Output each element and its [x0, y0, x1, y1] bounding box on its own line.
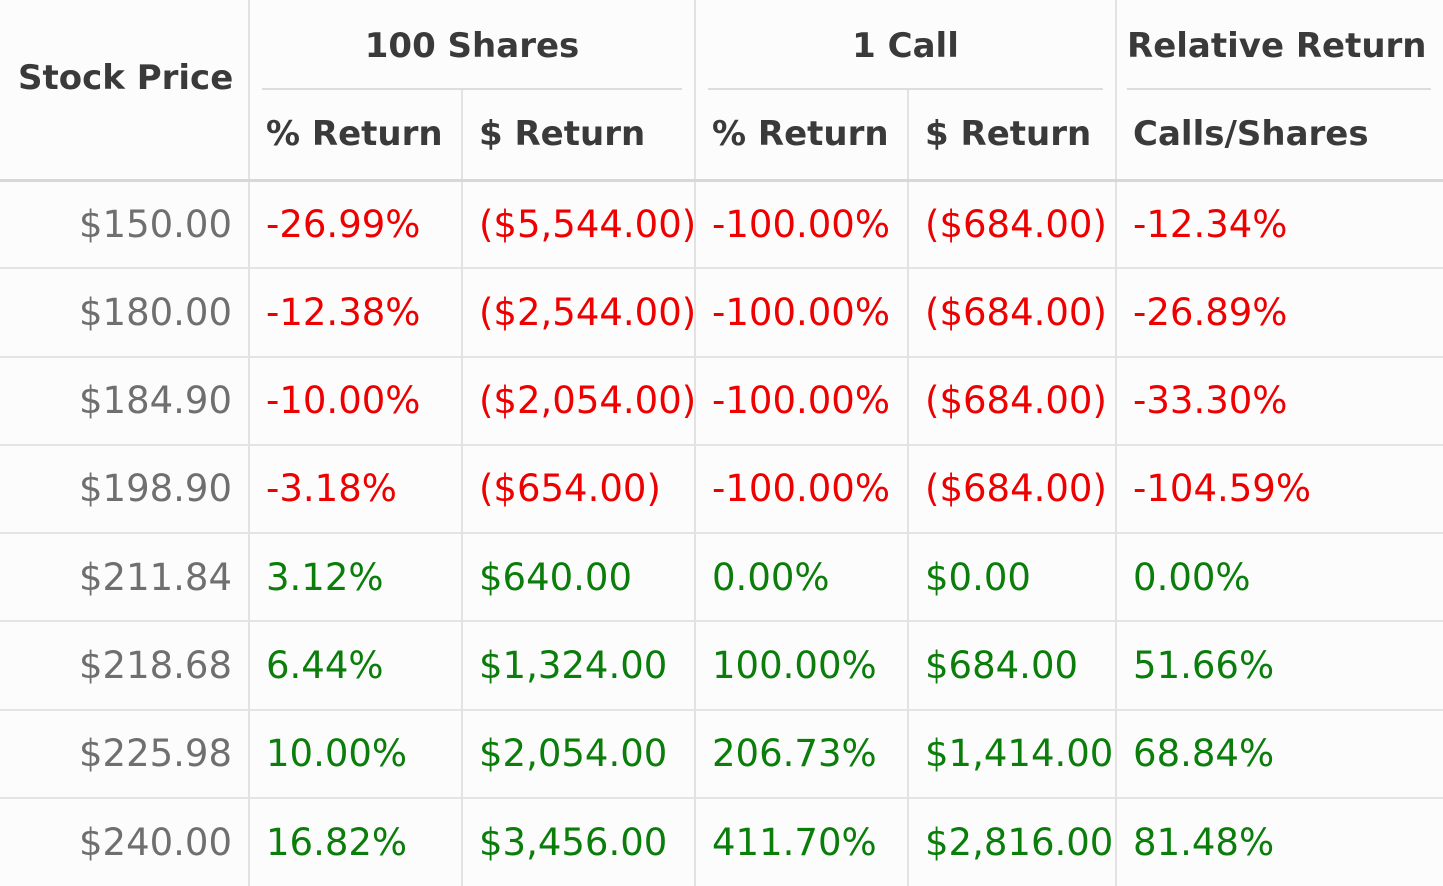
stock-price-cell: $225.98 [0, 708, 250, 798]
stock-price-cell: $198.90 [0, 443, 250, 533]
stock-price-cell: $218.68 [0, 620, 250, 710]
shares-group-label: 100 Shares [262, 0, 683, 90]
call-pct-return-cell: -100.00% [695, 178, 910, 269]
stock-price-cell: $150.00 [0, 178, 250, 269]
shares-group-header: 100 Shares [249, 0, 697, 90]
relative-return-group-label: Relative Return [1127, 0, 1432, 90]
call-pct-return-cell: -100.00% [695, 267, 910, 357]
calls-shares-cell: -12.34% [1116, 178, 1443, 269]
shares-pct-return-cell: -12.38% [249, 267, 463, 357]
calls-shares-cell: 81.48% [1116, 796, 1443, 886]
shares-dollar-return-cell: $640.00 [462, 531, 697, 622]
calls-shares-cell: -26.89% [1116, 267, 1443, 357]
shares-dollar-return-cell: ($654.00) [462, 443, 697, 533]
shares-dollar-return-cell: $1,324.00 [462, 620, 697, 710]
stock-price-header: Stock Price [0, 0, 250, 182]
table-header: Stock Price 100 Shares 1 Call Relative R… [0, 0, 1443, 182]
stock-price-cell: $180.00 [0, 267, 250, 357]
shares-pct-return-cell: -3.18% [249, 443, 463, 533]
calls-shares-cell: -33.30% [1116, 355, 1443, 445]
calls-shares-cell: 0.00% [1116, 531, 1443, 622]
calls-shares-cell: 68.84% [1116, 708, 1443, 798]
call-dollar-return-cell: $684.00 [908, 620, 1118, 710]
stock-price-cell: $240.00 [0, 796, 250, 886]
table-row: $218.68 6.44% $1,324.00 100.00% $684.00 51.66… [0, 620, 1443, 710]
shares-pct-return-cell: 6.44% [249, 620, 463, 710]
calls-shares-cell: 51.66% [1116, 620, 1443, 710]
call-dollar-return-cell: ($684.00) [908, 355, 1118, 445]
call-dollar-return-cell: ($684.00) [908, 178, 1118, 269]
shares-dollar-return-header: $ Return [462, 90, 697, 182]
table-row: $225.98 10.00% $2,054.00 206.73% $1,414.00 68… [0, 708, 1443, 798]
calls-shares-cell: -104.59% [1116, 443, 1443, 533]
stock-price-cell: $184.90 [0, 355, 250, 445]
shares-pct-return-cell: -26.99% [249, 178, 463, 269]
shares-dollar-return-cell: ($2,054.00) [462, 355, 697, 445]
stock-price-cell: $211.84 [0, 531, 250, 622]
shares-dollar-return-cell: $2,054.00 [462, 708, 697, 798]
call-dollar-return-cell: $0.00 [908, 531, 1118, 622]
table-row: $211.84 3.12% $640.00 0.00% $0.00 0.00% [0, 531, 1443, 622]
table-row: $180.00 -12.38% ($2,544.00) -100.00% ($684.0… [0, 267, 1443, 357]
shares-dollar-return-cell: ($2,544.00) [462, 267, 697, 357]
call-group-label: 1 Call [708, 0, 1104, 90]
call-pct-return-cell: 411.70% [695, 796, 910, 886]
shares-pct-return-cell: 3.12% [249, 531, 463, 622]
call-dollar-return-cell: $2,816.00 [908, 796, 1118, 886]
table-body: $150.00 -26.99% ($5,544.00) -100.00% ($684.0… [0, 178, 1443, 886]
shares-pct-return-cell: -10.00% [249, 355, 463, 445]
shares-dollar-return-cell: $3,456.00 [462, 796, 697, 886]
call-pct-return-cell: 0.00% [695, 531, 910, 622]
table-row: $184.90 -10.00% ($2,054.00) -100.00% ($684.0… [0, 355, 1443, 445]
shares-pct-return-cell: 16.82% [249, 796, 463, 886]
call-pct-return-cell: -100.00% [695, 355, 910, 445]
call-pct-return-cell: -100.00% [695, 443, 910, 533]
call-dollar-return-cell: ($684.00) [908, 443, 1118, 533]
call-pct-return-header: % Return [695, 90, 910, 182]
header-sub-row: % Return $ Return % Return $ Return Call… [0, 90, 1443, 182]
header-group-row: Stock Price 100 Shares 1 Call Relative R… [0, 0, 1443, 182]
table-row: $240.00 16.82% $3,456.00 411.70% $2,816.00 81… [0, 796, 1443, 886]
table-row: $150.00 -26.99% ($5,544.00) -100.00% ($684.0… [0, 178, 1443, 269]
shares-pct-return-header: % Return [249, 90, 463, 182]
relative-return-group-header: Relative Return [1116, 0, 1443, 90]
shares-pct-return-cell: 10.00% [249, 708, 463, 798]
call-group-header: 1 Call [695, 0, 1118, 90]
call-pct-return-cell: 100.00% [695, 620, 910, 710]
call-pct-return-cell: 206.73% [695, 708, 910, 798]
call-dollar-return-cell: $1,414.00 [908, 708, 1118, 798]
calls-shares-header: Calls/Shares [1116, 90, 1443, 182]
call-dollar-return-cell: ($684.00) [908, 267, 1118, 357]
shares-dollar-return-cell: ($5,544.00) [462, 178, 697, 269]
table-row: $198.90 -3.18% ($654.00) -100.00% ($684.00) -… [0, 443, 1443, 533]
call-dollar-return-header: $ Return [908, 90, 1118, 182]
